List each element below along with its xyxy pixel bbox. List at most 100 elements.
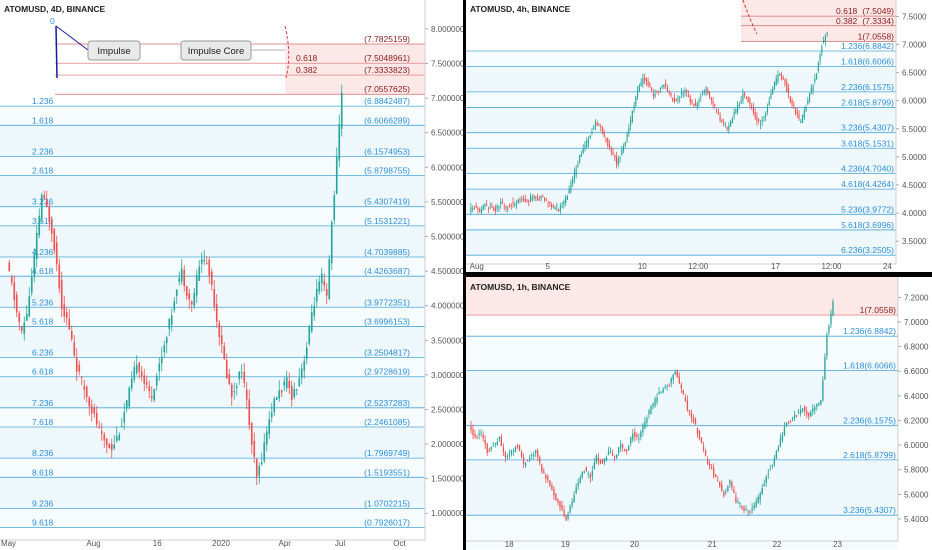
candle-body — [235, 385, 238, 388]
candle-body — [600, 126, 602, 128]
impulse-core-callout — [180, 40, 252, 61]
candle-body — [652, 93, 654, 97]
candle-body — [717, 112, 719, 115]
candle-body — [791, 99, 793, 105]
candle-body — [758, 119, 760, 122]
candle-body — [717, 479, 719, 481]
candle-body — [803, 110, 805, 118]
candle-body — [300, 368, 303, 378]
candle-body — [245, 389, 248, 400]
candle-body — [787, 423, 790, 425]
candle-body — [804, 406, 806, 412]
candle-body — [820, 400, 822, 405]
candle-body — [601, 127, 604, 134]
candle-body — [255, 459, 258, 478]
candle-body — [498, 205, 500, 208]
candle-body — [569, 505, 571, 513]
candle-body — [607, 138, 609, 146]
candle-body — [570, 183, 572, 192]
fib-label: 5.236(3.9772) — [841, 204, 894, 214]
candle-body — [338, 124, 341, 161]
candle-body — [473, 208, 475, 210]
y-tick-label: 4.5000 — [902, 181, 927, 190]
candle-body — [698, 100, 700, 103]
candle-body — [472, 429, 474, 436]
candle-body — [593, 127, 595, 130]
fib-label: 5.618(3.6996) — [841, 220, 894, 230]
candle-body — [488, 449, 490, 451]
candle-body — [535, 449, 537, 454]
candle-body — [772, 88, 774, 95]
x-tick-label: 21 — [708, 540, 717, 549]
candle-body — [816, 74, 818, 80]
candle-body — [626, 133, 628, 142]
candle-body — [20, 326, 23, 331]
candle-body — [793, 414, 796, 419]
x-tick-label: 5 — [545, 262, 550, 271]
candle-body — [573, 171, 575, 179]
panel-4d-chart[interactable]: 1.236 (6.8842487) 1.618 (6.6066289) 2.236 (6.… — [0, 0, 463, 550]
candle-body — [596, 122, 598, 125]
candle-body — [515, 203, 518, 205]
candle-body — [822, 380, 824, 401]
candle-body — [621, 149, 623, 156]
candle-body — [611, 453, 614, 456]
candle-body — [666, 385, 668, 387]
candle-body — [98, 426, 101, 428]
candle-body — [573, 495, 575, 503]
candle-body — [88, 397, 91, 407]
candle-body — [647, 80, 649, 85]
candle-body — [582, 148, 584, 153]
candle-body — [767, 473, 769, 475]
candle-body — [589, 135, 591, 138]
candle-body — [785, 422, 788, 427]
fib-label: 1.236(6.8842) — [841, 41, 894, 51]
candle-body — [577, 482, 579, 487]
x-tick-label: 18 — [505, 540, 514, 549]
candle-body — [508, 205, 511, 207]
candle-body — [770, 93, 772, 100]
candle-body — [650, 406, 652, 414]
fib-value-label: (6.8842487) — [364, 96, 410, 106]
candle-body — [682, 93, 684, 95]
candle-body — [283, 381, 286, 386]
candle-body — [689, 96, 691, 103]
candle-body — [754, 112, 756, 118]
candle-body — [240, 371, 243, 373]
candle-body — [547, 201, 549, 204]
candle-body — [708, 91, 711, 98]
candle-body — [609, 451, 612, 453]
candle-body — [552, 206, 554, 208]
candle-body — [648, 410, 650, 415]
candle-body — [816, 403, 818, 407]
zone-value-label: (7.0557625) — [364, 84, 410, 94]
candle-body — [676, 370, 678, 377]
candle-body — [330, 222, 333, 264]
candle-body — [661, 85, 663, 87]
panel-4h-chart[interactable]: 1.236(6.8842) 1.618(6.6066) 2.236(6.1575) 2… — [466, 0, 932, 272]
candle-body — [238, 371, 241, 379]
fib-ratio-label: 4.236 — [32, 247, 54, 257]
candle-body — [694, 418, 697, 425]
fib-value-label: (2.5237283) — [364, 398, 410, 408]
horizontal-divider[interactable] — [463, 272, 932, 277]
y-tick-label: 4.5000000 — [431, 267, 463, 276]
fib-value-label: (5.8798755) — [364, 166, 410, 176]
candle-body — [779, 74, 781, 76]
candle-body — [619, 156, 621, 159]
candle-body — [703, 91, 705, 93]
candle-body — [632, 433, 634, 440]
target-zone — [466, 277, 898, 316]
x-tick-label: 17 — [771, 262, 780, 271]
candle-body — [727, 486, 729, 492]
candle-body — [335, 156, 338, 194]
candle-body — [83, 386, 86, 390]
candle-body — [693, 103, 695, 106]
candle-body — [745, 509, 747, 511]
fib-value-label: (1.7969749) — [364, 448, 410, 458]
candle-body — [633, 105, 635, 111]
zone-label: 0.382 — [836, 16, 858, 26]
panel-1h-chart[interactable]: 1.236(6.8842) 1.618(6.6066) 2.236(6.1575) 2… — [466, 277, 932, 550]
candle-body — [180, 268, 183, 282]
zone-ratio-label: 0.618 — [296, 53, 318, 63]
